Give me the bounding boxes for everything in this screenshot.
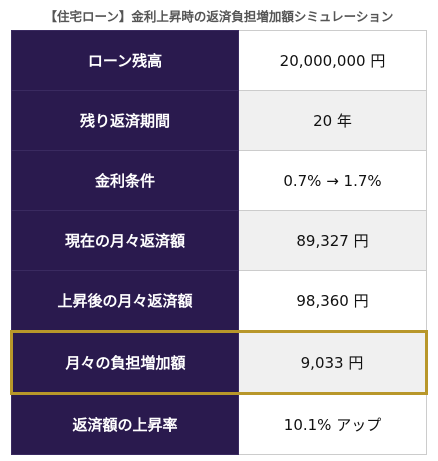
row-value: 98,360 円: [238, 270, 427, 332]
table-row: 返済額の上昇率 10.1% アップ: [11, 393, 427, 455]
table-row: ローン残高 20,000,000 円: [11, 30, 427, 91]
row-label: 月々の負担増加額: [10, 330, 239, 395]
row-label: 上昇後の月々返済額: [11, 270, 239, 332]
simulation-table: ローン残高 20,000,000 円残り返済期間 20 年金利条件 0.7% → 1.…: [10, 30, 428, 455]
row-value: 20,000,000 円: [238, 30, 427, 91]
table-row: 残り返済期間 20 年: [11, 90, 427, 151]
table-row: 月々の負担増加額 9,033 円: [10, 330, 428, 395]
row-label: 残り返済期間: [11, 90, 239, 151]
row-label: 金利条件: [11, 150, 239, 211]
table-row: 金利条件 0.7% → 1.7%: [11, 150, 427, 211]
row-value: 10.1% アップ: [238, 393, 427, 455]
table-row: 現在の月々返済額 89,327 円: [11, 210, 427, 271]
row-label: 現在の月々返済額: [11, 210, 239, 271]
row-value: 9,033 円: [238, 330, 428, 395]
title: 【住宅ローン】金利上昇時の返済負担増加額シミュレーション: [44, 9, 394, 24]
row-value: 89,327 円: [238, 210, 427, 271]
row-label: ローン残高: [11, 30, 239, 91]
table-row: 上昇後の月々返済額 98,360 円: [11, 270, 427, 332]
row-value: 0.7% → 1.7%: [238, 150, 427, 211]
row-value: 20 年: [238, 90, 427, 151]
row-label: 返済額の上昇率: [11, 393, 239, 455]
